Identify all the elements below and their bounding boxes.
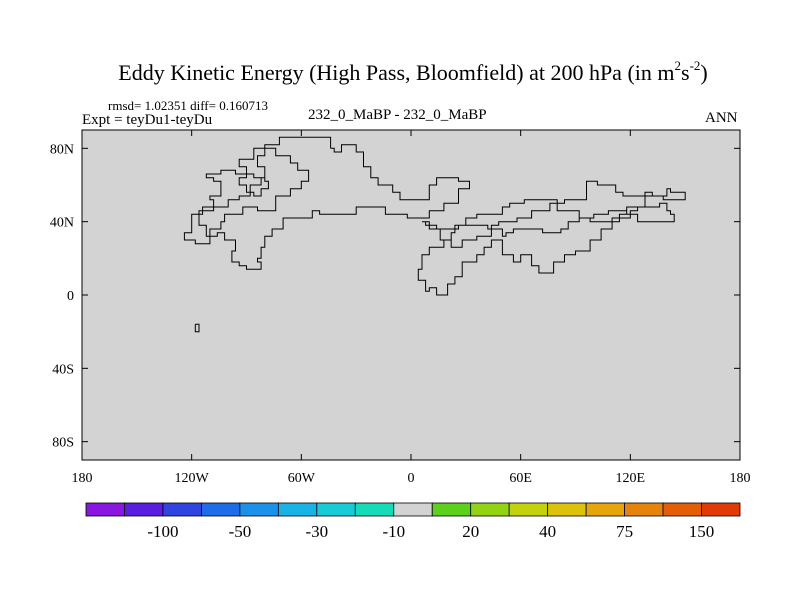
case-label: 232_0_MaBP - 232_0_MaBP xyxy=(308,107,487,123)
colorbar: -100 -50 -30 -10 20 40 75 150 xyxy=(85,502,741,541)
map-field xyxy=(82,130,740,460)
x-tick-label: 60E xyxy=(509,471,532,486)
colorbar-label: 150 xyxy=(689,522,715,541)
colorbar-box xyxy=(239,502,279,517)
colorbar-box xyxy=(701,502,741,517)
y-tick-label: 40N xyxy=(50,216,74,231)
colorbar-label: -50 xyxy=(229,522,252,541)
x-tick-label: 120E xyxy=(616,471,646,486)
x-tick-label: 180 xyxy=(72,471,93,486)
y-tick-label: 80N xyxy=(50,142,74,157)
x-tick-label: 180 xyxy=(730,471,751,486)
colorbar-box xyxy=(316,502,356,517)
season-label: ANN xyxy=(705,110,738,126)
x-tick-label: 60W xyxy=(288,471,316,486)
coastline-0 xyxy=(183,136,470,270)
colorbar-box xyxy=(624,502,664,517)
colorbar-label: 75 xyxy=(616,522,633,541)
coastline-1 xyxy=(194,323,200,333)
colorbar-box xyxy=(354,502,395,517)
x-tick-label: 120W xyxy=(175,471,210,486)
y-tick-label: 0 xyxy=(67,289,74,304)
colorbar-label: 40 xyxy=(539,522,556,541)
colorbar-box xyxy=(393,502,433,517)
colorbar-label: -100 xyxy=(147,522,178,541)
colorbar-label: -30 xyxy=(305,522,328,541)
colorbar-box xyxy=(162,502,202,517)
coastline-layer xyxy=(183,136,686,333)
y-axis: 80N 40N 0 40S 80S xyxy=(50,142,740,451)
colorbar-box xyxy=(124,502,164,517)
coastline-2 xyxy=(417,180,686,296)
statistics-label: rmsd= 1.02351 diff= 0.160713 xyxy=(108,98,268,113)
colorbar-box xyxy=(470,502,510,517)
colorbar-box xyxy=(277,502,318,517)
colorbar-box xyxy=(585,502,625,517)
experiment-label: Expt = teyDu1-teyDu xyxy=(82,112,213,128)
colorbar-box xyxy=(547,502,587,517)
x-axis: 180 120W 60W 0 60E 120E 180 xyxy=(72,130,751,486)
colorbar-label: 20 xyxy=(462,522,479,541)
colorbar-box xyxy=(508,502,549,517)
map-title: Eddy Kinetic Energy (High Pass, Bloomfie… xyxy=(118,58,708,85)
colorbar-label: -10 xyxy=(382,522,405,541)
y-tick-label: 40S xyxy=(52,362,74,377)
x-tick-label: 0 xyxy=(408,471,415,486)
colorbar-box xyxy=(201,502,241,517)
colorbar-box xyxy=(85,502,125,517)
y-tick-label: 80S xyxy=(52,436,74,451)
colorbar-box xyxy=(662,502,702,517)
colorbar-box xyxy=(431,502,472,517)
